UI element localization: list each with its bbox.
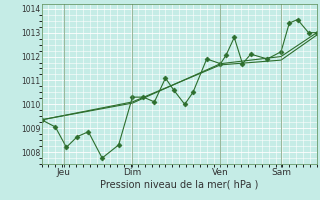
X-axis label: Pression niveau de la mer( hPa ): Pression niveau de la mer( hPa )	[100, 180, 258, 190]
